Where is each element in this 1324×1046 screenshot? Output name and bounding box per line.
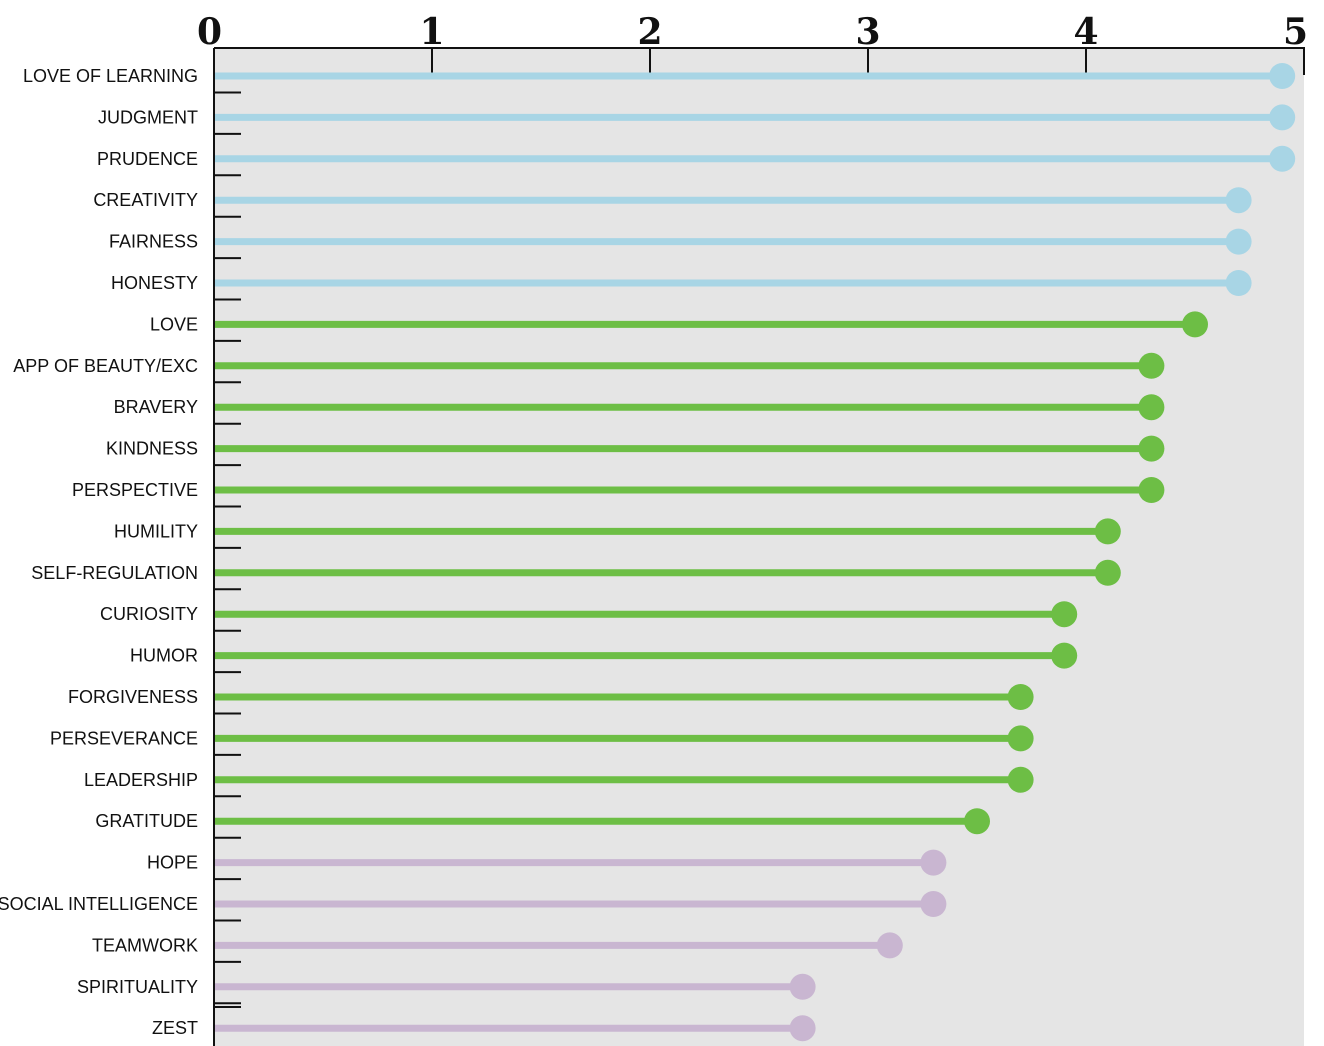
top-axis bbox=[214, 47, 1305, 75]
lollipop-dot bbox=[789, 973, 816, 1000]
category-label: SPIRITUALITY bbox=[77, 977, 198, 997]
lollipop-dot bbox=[1225, 228, 1252, 255]
category-label: PERSPECTIVE bbox=[72, 480, 198, 500]
category-label: CREATIVITY bbox=[93, 190, 198, 210]
category-label: KINDNESS bbox=[106, 439, 198, 459]
category-label: FORGIVENESS bbox=[68, 687, 198, 707]
category-labels: LOVE OF LEARNING JUDGMENT PRUDENCE CREATIVI… bbox=[0, 66, 198, 1038]
lollipop-dot bbox=[1138, 352, 1165, 379]
category-label: CURIOSITY bbox=[100, 604, 198, 624]
lollipop-dot bbox=[1007, 725, 1034, 752]
category-label: GRATITUDE bbox=[95, 811, 198, 831]
category-label: ZEST bbox=[152, 1018, 198, 1038]
x-tick-label: 5 bbox=[1283, 11, 1308, 53]
category-label: LOVE bbox=[150, 314, 198, 334]
category-label: PERSEVERANCE bbox=[50, 728, 198, 748]
lollipop-dot bbox=[1051, 601, 1078, 628]
x-tick-label: 0 bbox=[197, 11, 222, 53]
category-label: TEAMWORK bbox=[92, 935, 198, 955]
lollipop-dot bbox=[1138, 477, 1165, 503]
category-label: LEADERSHIP bbox=[84, 770, 198, 790]
category-label: SOCIAL INTELLIGENCE bbox=[0, 894, 198, 914]
lollipop-dot bbox=[1269, 145, 1296, 172]
y-axis bbox=[213, 48, 241, 1046]
x-tick-label: 1 bbox=[419, 11, 444, 53]
lollipop-dot bbox=[1138, 394, 1165, 421]
lollipop-dot bbox=[964, 808, 990, 835]
lollipop-dot bbox=[1007, 684, 1034, 710]
lollipop-dot bbox=[1051, 642, 1078, 669]
lollipop-dot bbox=[1094, 559, 1121, 586]
lollipop-dot bbox=[876, 932, 903, 959]
lollipop-dot bbox=[1138, 435, 1165, 462]
category-label: BRAVERY bbox=[114, 397, 198, 417]
lollipop-dot bbox=[1007, 766, 1034, 793]
category-label: APP OF BEAUTY/EXC bbox=[13, 356, 198, 376]
lollipop-series bbox=[215, 63, 1296, 1042]
lollipop-dot bbox=[1269, 104, 1296, 131]
lollipop-dot bbox=[1269, 63, 1296, 89]
lollipop-dot bbox=[920, 849, 947, 876]
lollipop-dot bbox=[789, 1015, 816, 1042]
category-label: HOPE bbox=[147, 853, 198, 873]
plot-background bbox=[214, 48, 1304, 1046]
top-tick-labels: 0 1 2 3 4 5 bbox=[197, 11, 1308, 53]
category-label: HUMOR bbox=[130, 646, 198, 666]
lollipop-dot bbox=[920, 891, 947, 917]
category-label: LOVE OF LEARNING bbox=[23, 66, 198, 86]
lollipop-dot bbox=[1225, 270, 1252, 296]
category-label: PRUDENCE bbox=[97, 149, 198, 169]
category-label: SELF-REGULATION bbox=[31, 563, 198, 583]
category-label: HONESTY bbox=[111, 273, 198, 293]
x-tick-label: 3 bbox=[855, 11, 880, 53]
category-label: HUMILITY bbox=[114, 521, 198, 541]
x-tick-label: 2 bbox=[637, 11, 662, 53]
x-tick-label: 4 bbox=[1073, 11, 1098, 53]
lollipop-dot bbox=[1225, 187, 1252, 214]
lollipop-dot bbox=[1094, 518, 1121, 545]
category-label: JUDGMENT bbox=[98, 107, 198, 127]
category-label: FAIRNESS bbox=[109, 232, 198, 252]
lollipop-dot bbox=[1182, 311, 1208, 338]
